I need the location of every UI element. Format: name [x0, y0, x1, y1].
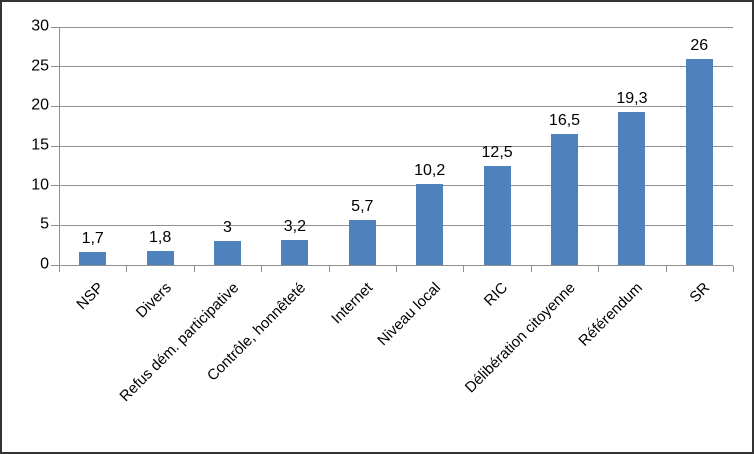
x-axis-category-label: SR: [686, 279, 714, 307]
y-axis-label: 0: [40, 255, 49, 273]
x-axis-category-label: RIC: [481, 279, 512, 310]
y-axis-label: 10: [31, 176, 49, 194]
y-axis-tick: [51, 26, 59, 28]
x-axis-tick: [665, 266, 667, 272]
gridline: [59, 26, 733, 28]
x-axis-line: [59, 265, 733, 266]
bar-3: [281, 239, 309, 265]
y-axis-label: 5: [40, 216, 49, 234]
bar-value-label: 5,7: [351, 197, 374, 215]
y-axis-label: 25: [31, 57, 49, 75]
x-axis-tick: [261, 266, 263, 272]
gridline: [59, 66, 733, 68]
gridline: [59, 145, 733, 147]
x-axis-category-label: NSP: [73, 279, 108, 314]
x-axis-tick: [396, 266, 397, 272]
x-axis-tick: [126, 266, 128, 272]
bar-2: [214, 241, 241, 265]
x-axis-tick: [733, 266, 734, 272]
x-axis-tick: [530, 266, 532, 272]
bar-7: [551, 134, 578, 265]
y-axis-line: [59, 27, 60, 265]
y-axis-tick: [51, 105, 59, 107]
bar-value-label: 3,2: [283, 217, 307, 235]
bar-8: [618, 111, 646, 265]
bar-6: [483, 165, 511, 265]
y-axis-tick: [51, 66, 59, 68]
gridline: [59, 105, 733, 107]
x-axis-tick: [59, 266, 60, 272]
bar-value-label: 26: [690, 36, 709, 54]
bar-5: [416, 184, 444, 265]
y-axis-tick: [51, 224, 59, 226]
bar-value-label: 10,2: [414, 162, 446, 180]
bar-value-label: 1,7: [81, 229, 104, 247]
y-axis-label: 20: [31, 97, 49, 115]
x-axis-tick: [328, 266, 330, 272]
bar-4: [348, 219, 376, 265]
y-axis-tick: [51, 145, 59, 147]
x-axis-category-label: Divers: [132, 279, 175, 322]
x-axis-tick: [463, 266, 465, 272]
bar-1: [146, 250, 174, 265]
gridline: [59, 185, 733, 187]
x-axis-tick: [193, 266, 195, 272]
gridline: [59, 224, 733, 226]
x-axis-tick: [598, 266, 600, 272]
bar-9: [685, 58, 713, 265]
bar-value-label: 3: [223, 219, 232, 237]
x-axis-category-label: Refus dém. participative: [116, 279, 242, 406]
y-axis-label: 30: [31, 17, 49, 35]
bar-value-label: 19,3: [616, 89, 648, 107]
y-axis-label: 15: [31, 136, 49, 154]
bar-value-label: 1,8: [148, 228, 172, 246]
y-axis-tick: [51, 264, 59, 266]
bar-0: [79, 251, 107, 265]
bar-value-label: 16,5: [548, 112, 581, 130]
x-axis-category-label: Niveau local: [374, 279, 445, 350]
bar-value-label: 12,5: [481, 143, 513, 161]
y-axis-tick: [51, 185, 59, 187]
x-axis-category-label: Référendum: [575, 279, 647, 350]
x-axis-category-label: Internet: [328, 279, 377, 328]
